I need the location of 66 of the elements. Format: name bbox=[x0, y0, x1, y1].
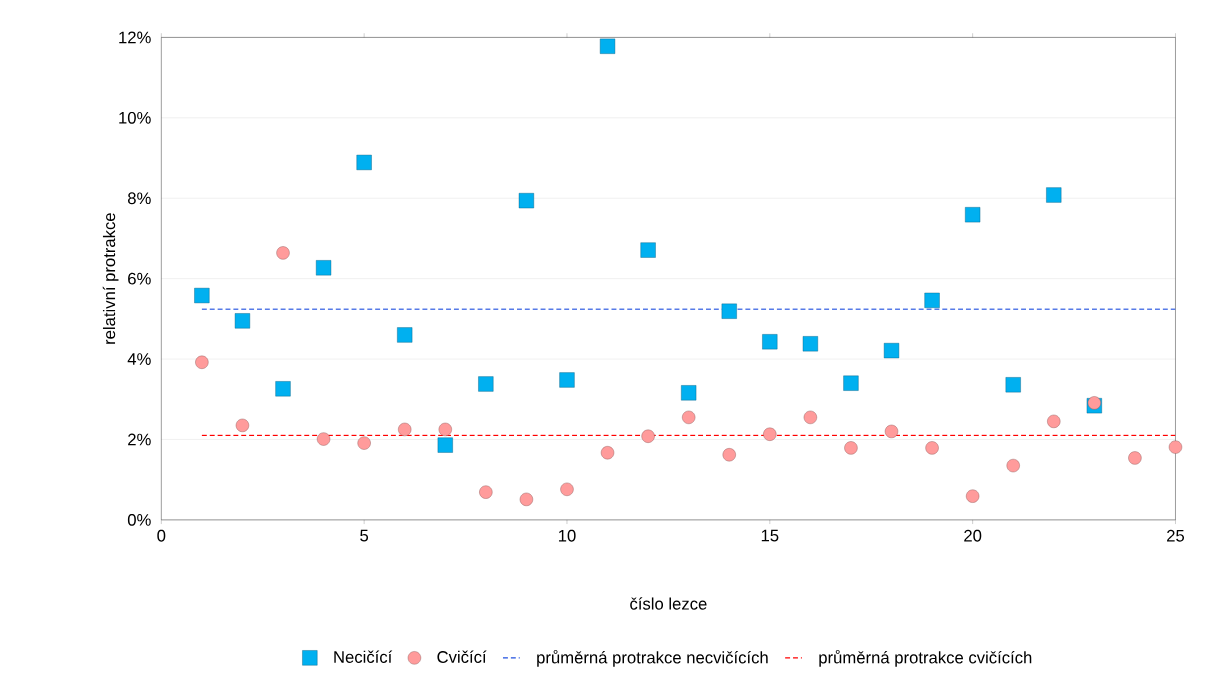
y-tick-label: 8% bbox=[127, 192, 151, 205]
legend-label: průměrná protrakce necvičících bbox=[537, 649, 768, 667]
point bbox=[763, 427, 777, 441]
point bbox=[559, 372, 575, 388]
point bbox=[599, 38, 616, 54]
point bbox=[762, 334, 778, 350]
point bbox=[1046, 187, 1062, 203]
point bbox=[641, 429, 655, 443]
point bbox=[883, 342, 900, 359]
point bbox=[965, 207, 981, 223]
point bbox=[721, 303, 737, 319]
point bbox=[722, 448, 736, 462]
y-axis-title: relativní protrakce bbox=[102, 213, 119, 344]
point bbox=[357, 436, 371, 450]
point bbox=[397, 327, 413, 343]
point bbox=[519, 492, 534, 506]
point bbox=[478, 376, 494, 392]
point bbox=[194, 287, 210, 304]
legend-label: průměrná protrakce cvičících bbox=[819, 649, 1032, 667]
point bbox=[1087, 396, 1101, 410]
point bbox=[966, 489, 980, 503]
point bbox=[1128, 451, 1142, 465]
legend-label: Necičící bbox=[334, 650, 393, 663]
point bbox=[1006, 458, 1020, 473]
point bbox=[843, 375, 859, 391]
point bbox=[234, 313, 251, 329]
x-tick-label: 25 bbox=[1167, 529, 1185, 542]
point bbox=[1168, 440, 1183, 454]
y-tick-label: 6% bbox=[128, 272, 151, 285]
x-tick-label: 0 bbox=[157, 529, 166, 542]
point bbox=[1005, 377, 1021, 393]
y-tick-label: 0% bbox=[127, 513, 151, 526]
point bbox=[315, 260, 332, 276]
x-tick-label: 10 bbox=[558, 529, 576, 542]
point bbox=[640, 242, 656, 258]
point bbox=[235, 418, 250, 432]
point bbox=[316, 432, 331, 446]
point bbox=[600, 446, 615, 460]
point bbox=[1047, 414, 1061, 428]
point bbox=[884, 424, 899, 438]
legend-label: Cvičící bbox=[437, 650, 487, 663]
point bbox=[276, 246, 290, 260]
y-tick-label: 10% bbox=[119, 111, 151, 124]
y-tick-label: 12% bbox=[119, 31, 151, 44]
point bbox=[803, 410, 817, 424]
point bbox=[518, 192, 534, 209]
y-tick-label: 2% bbox=[128, 433, 151, 446]
point bbox=[275, 381, 291, 397]
point bbox=[356, 154, 372, 170]
point bbox=[802, 336, 818, 352]
x-tick-label: 20 bbox=[964, 529, 982, 542]
point bbox=[479, 485, 493, 499]
point bbox=[924, 292, 940, 308]
point bbox=[195, 355, 209, 369]
x-axis-title: číslo lezce bbox=[630, 597, 707, 610]
x-tick-label: 5 bbox=[360, 529, 369, 542]
point bbox=[438, 422, 452, 436]
point bbox=[925, 441, 939, 455]
x-tick-label: 15 bbox=[761, 529, 779, 542]
point bbox=[437, 437, 453, 453]
y-tick-label: 4% bbox=[127, 353, 151, 365]
point bbox=[682, 410, 696, 424]
point bbox=[560, 482, 574, 496]
point bbox=[844, 441, 858, 455]
point bbox=[398, 422, 412, 436]
point bbox=[681, 385, 697, 401]
